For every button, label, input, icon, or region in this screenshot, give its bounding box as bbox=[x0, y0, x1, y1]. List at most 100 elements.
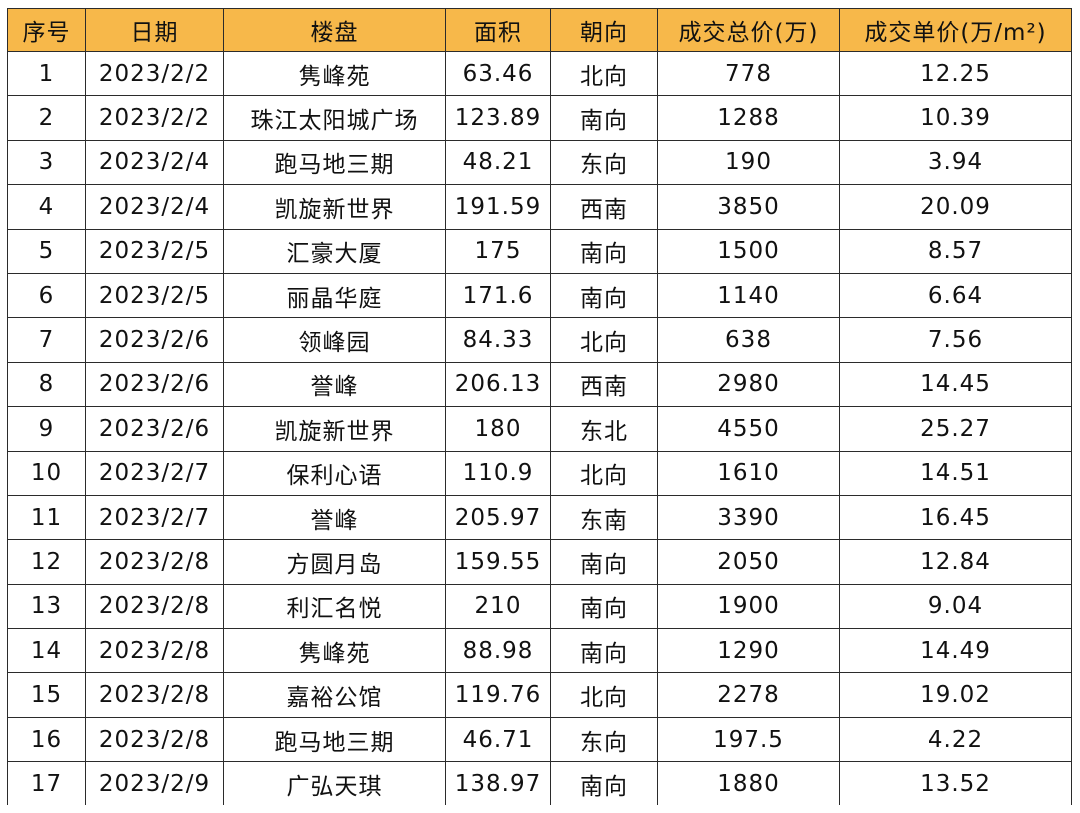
cell-area: 84.33 bbox=[445, 317, 551, 363]
table-row: 13 2023/2/8 利汇名悦 210 南向 1900 9.04 bbox=[7, 583, 1072, 630]
cell-unit-price: 9.04 bbox=[839, 583, 1072, 630]
table-row: 10 2023/2/7 保利心语 110.9 北向 1610 14.51 bbox=[7, 450, 1072, 496]
cell-orientation: 南向 bbox=[550, 228, 658, 274]
cell-property: 广弘天琪 bbox=[223, 761, 446, 807]
cell-index: 7 bbox=[7, 317, 86, 363]
cell-property: 跑马地三期 bbox=[223, 139, 446, 186]
cell-orientation: 北向 bbox=[550, 450, 658, 496]
cell-orientation: 北向 bbox=[550, 672, 658, 718]
cell-property: 方圆月岛 bbox=[223, 539, 446, 585]
cell-orientation: 东南 bbox=[550, 494, 658, 541]
bottom-strip bbox=[0, 805, 1080, 813]
cell-unit-price: 19.02 bbox=[839, 672, 1072, 718]
cell-orientation: 北向 bbox=[550, 317, 658, 363]
cell-index: 9 bbox=[7, 406, 86, 452]
cell-unit-price: 8.57 bbox=[839, 228, 1072, 274]
cell-property: 跑马地三期 bbox=[223, 716, 446, 763]
table-row: 2 2023/2/2 珠江太阳城广场 123.89 南向 1288 10.39 bbox=[7, 95, 1072, 141]
cell-date: 2023/2/6 bbox=[85, 361, 224, 408]
cell-date: 2023/2/4 bbox=[85, 139, 224, 186]
table-row: 16 2023/2/8 跑马地三期 46.71 东向 197.5 4.22 bbox=[7, 716, 1072, 763]
cell-total-price: 2278 bbox=[657, 672, 840, 718]
cell-date: 2023/2/9 bbox=[85, 761, 224, 807]
header-date: 日期 bbox=[85, 8, 224, 52]
cell-date: 2023/2/5 bbox=[85, 272, 224, 319]
transactions-table: 序号 日期 楼盘 面积 朝向 成交总价(万) 成交单价(万/m²) 1 2023/… bbox=[7, 8, 1072, 807]
cell-index: 14 bbox=[7, 628, 86, 674]
cell-total-price: 1500 bbox=[657, 228, 840, 274]
cell-index: 5 bbox=[7, 228, 86, 274]
cell-date: 2023/2/2 bbox=[85, 50, 224, 97]
cell-orientation: 南向 bbox=[550, 272, 658, 319]
cell-unit-price: 20.09 bbox=[839, 184, 1072, 230]
cell-orientation: 南向 bbox=[550, 539, 658, 585]
cell-unit-price: 6.64 bbox=[839, 272, 1072, 319]
cell-date: 2023/2/8 bbox=[85, 672, 224, 718]
cell-area: 175 bbox=[445, 228, 551, 274]
cell-area: 63.46 bbox=[445, 50, 551, 97]
cell-index: 11 bbox=[7, 494, 86, 541]
cell-unit-price: 10.39 bbox=[839, 95, 1072, 141]
cell-total-price: 4550 bbox=[657, 406, 840, 452]
cell-total-price: 1880 bbox=[657, 761, 840, 807]
cell-orientation: 东向 bbox=[550, 139, 658, 186]
table-row: 11 2023/2/7 誉峰 205.97 东南 3390 16.45 bbox=[7, 494, 1072, 541]
cell-orientation: 南向 bbox=[550, 95, 658, 141]
table-row: 4 2023/2/4 凯旋新世界 191.59 西南 3850 20.09 bbox=[7, 184, 1072, 230]
cell-property: 珠江太阳城广场 bbox=[223, 95, 446, 141]
table-row: 12 2023/2/8 方圆月岛 159.55 南向 2050 12.84 bbox=[7, 539, 1072, 585]
header-index: 序号 bbox=[7, 8, 86, 52]
cell-total-price: 2980 bbox=[657, 361, 840, 408]
cell-total-price: 1140 bbox=[657, 272, 840, 319]
cell-total-price: 778 bbox=[657, 50, 840, 97]
table-row: 14 2023/2/8 隽峰苑 88.98 南向 1290 14.49 bbox=[7, 628, 1072, 674]
cell-index: 6 bbox=[7, 272, 86, 319]
cell-area: 138.97 bbox=[445, 761, 551, 807]
cell-index: 15 bbox=[7, 672, 86, 718]
cell-total-price: 197.5 bbox=[657, 716, 840, 763]
cell-date: 2023/2/7 bbox=[85, 494, 224, 541]
cell-index: 8 bbox=[7, 361, 86, 408]
cell-property: 凯旋新世界 bbox=[223, 184, 446, 230]
cell-total-price: 1900 bbox=[657, 583, 840, 630]
cell-property: 保利心语 bbox=[223, 450, 446, 496]
cell-orientation: 南向 bbox=[550, 583, 658, 630]
cell-date: 2023/2/6 bbox=[85, 317, 224, 363]
table-row: 17 2023/2/9 广弘天琪 138.97 南向 1880 13.52 bbox=[7, 761, 1072, 807]
cell-orientation: 北向 bbox=[550, 50, 658, 97]
cell-area: 110.9 bbox=[445, 450, 551, 496]
table-body: 1 2023/2/2 隽峰苑 63.46 北向 778 12.25 2 2023/2/2 珠江太阳… bbox=[7, 50, 1072, 807]
cell-unit-price: 16.45 bbox=[839, 494, 1072, 541]
table-row: 15 2023/2/8 嘉裕公馆 119.76 北向 2278 19.02 bbox=[7, 672, 1072, 718]
cell-property: 领峰园 bbox=[223, 317, 446, 363]
cell-index: 17 bbox=[7, 761, 86, 807]
cell-property: 汇豪大厦 bbox=[223, 228, 446, 274]
cell-unit-price: 12.84 bbox=[839, 539, 1072, 585]
cell-unit-price: 3.94 bbox=[839, 139, 1072, 186]
cell-property: 隽峰苑 bbox=[223, 628, 446, 674]
cell-total-price: 3850 bbox=[657, 184, 840, 230]
cell-index: 12 bbox=[7, 539, 86, 585]
cell-area: 210 bbox=[445, 583, 551, 630]
cell-property: 凯旋新世界 bbox=[223, 406, 446, 452]
cell-unit-price: 7.56 bbox=[839, 317, 1072, 363]
cell-unit-price: 14.51 bbox=[839, 450, 1072, 496]
cell-area: 171.6 bbox=[445, 272, 551, 319]
cell-unit-price: 14.49 bbox=[839, 628, 1072, 674]
cell-date: 2023/2/5 bbox=[85, 228, 224, 274]
header-property: 楼盘 bbox=[223, 8, 446, 52]
cell-date: 2023/2/2 bbox=[85, 95, 224, 141]
table-row: 7 2023/2/6 领峰园 84.33 北向 638 7.56 bbox=[7, 317, 1072, 363]
top-strip bbox=[0, 0, 1080, 8]
cell-total-price: 1290 bbox=[657, 628, 840, 674]
cell-orientation: 东北 bbox=[550, 406, 658, 452]
cell-index: 2 bbox=[7, 95, 86, 141]
header-row: 序号 日期 楼盘 面积 朝向 成交总价(万) 成交单价(万/m²) bbox=[7, 8, 1072, 52]
cell-date: 2023/2/6 bbox=[85, 406, 224, 452]
header-area: 面积 bbox=[445, 8, 551, 52]
cell-orientation: 西南 bbox=[550, 184, 658, 230]
cell-area: 123.89 bbox=[445, 95, 551, 141]
cell-orientation: 南向 bbox=[550, 761, 658, 807]
cell-orientation: 南向 bbox=[550, 628, 658, 674]
cell-index: 13 bbox=[7, 583, 86, 630]
